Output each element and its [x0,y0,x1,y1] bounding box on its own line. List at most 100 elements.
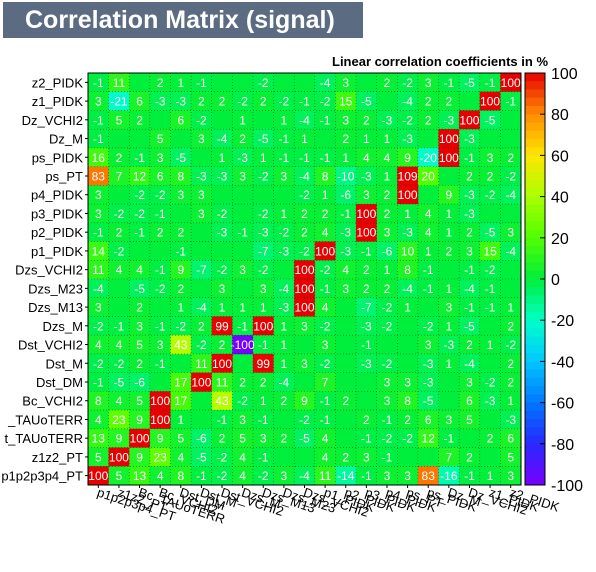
heatmap-cell [314,316,336,336]
heatmap-cell [500,316,522,336]
colorbar-band [525,435,545,445]
cell-value: 8 [177,170,184,184]
colorbar-band [525,213,545,222]
cell-value: -7 [258,244,269,258]
heatmap-cell [314,185,336,205]
cell-value: -3 [382,113,393,127]
cell-value: 100 [212,357,232,371]
heatmap-cell [129,353,151,373]
heatmap-cell [376,447,398,467]
cell-value: -2 [320,319,331,333]
heatmap-cell [129,166,151,186]
cell-value: 2 [507,357,514,371]
heatmap-cell [500,466,522,486]
heatmap-cell [170,466,192,486]
colorbar-band [525,163,545,173]
heatmap-cell [149,166,171,186]
cell-value: 1 [404,207,411,221]
colorbar-band [525,460,545,469]
cell-value: 8 [322,170,329,184]
heatmap-cell [459,316,481,336]
cell-value: 2 [322,207,329,221]
heatmap-cell [170,335,192,355]
heatmap-cell [356,147,377,167]
cell-value: 4 [116,338,123,352]
cell-value: 3 [466,376,473,390]
heatmap-cell [108,391,130,411]
heatmap-cell [438,110,460,130]
heatmap-cell [252,222,274,242]
heatmap-cell [273,241,295,261]
cell-value: 3 [384,376,391,390]
cell-value: 100 [253,319,273,333]
colorbar-tick-label: 40 [551,190,569,207]
heatmap-cell [273,466,295,486]
cell-value: 6 [177,113,184,127]
heatmap-cell [459,372,481,392]
heatmap-cell [376,166,398,186]
cell-value: -1 [464,469,475,483]
heatmap-cell [500,297,522,317]
cell-value: 2 [219,338,226,352]
heatmap-cell [252,241,274,261]
heatmap-cell [170,166,192,186]
heatmap-cell [459,185,481,205]
cell-value: 5 [116,113,123,127]
cell-value: 3 [281,170,288,184]
cell-value: 6 [507,432,514,446]
heatmap-grid [88,73,521,485]
cell-value: 3 [281,469,288,483]
y-tick-label: ps_PT [45,169,83,184]
heatmap-cell [211,335,233,355]
heatmap-cell [191,91,213,111]
cell-value: -5 [114,376,125,390]
cell-value: -2 [320,95,331,109]
cell-value: -3 [485,394,496,408]
cell-value: 3 [198,132,205,146]
cell-value: -4 [464,357,475,371]
cell-value: 1 [219,301,226,315]
heatmap-cell [232,110,254,130]
heatmap-cell [232,260,254,280]
y-tick-label: Bc_VCHI2 [22,394,83,409]
cell-value: -2 [505,338,516,352]
colorbar-tick-label: 0 [551,272,560,289]
heatmap-cell [417,428,439,448]
heatmap-cell [191,335,213,355]
heatmap-cell [314,353,336,373]
cell-value: -1 [134,226,145,240]
heatmap-cell [170,372,192,392]
heatmap-cell [294,428,316,448]
cell-value: 5 [136,394,143,408]
heatmap-cell [108,147,130,167]
heatmap-cell [149,147,171,167]
heatmap-cell [376,316,398,336]
heatmap-cell [459,447,481,467]
heatmap-cell [294,91,316,111]
heatmap-cell [211,129,233,149]
heatmap-cell [438,447,460,467]
heatmap-cell [170,428,192,448]
heatmap-cell [314,204,336,224]
heatmap-cell [438,316,460,336]
heatmap-cell [459,166,481,186]
heatmap-cell [459,129,481,149]
cell-value: 100 [439,151,459,165]
heatmap-cell [417,410,439,430]
cell-value: 1 [445,319,452,333]
cell-value: 100 [501,76,521,90]
cell-value: -1 [155,319,166,333]
cell-value: 3 [239,263,246,277]
cell-value: -2 [196,338,207,352]
heatmap-cell [459,353,481,373]
heatmap-cell [211,222,233,242]
heatmap-cell [252,316,274,336]
cell-value: 3 [95,95,102,109]
heatmap-cell [376,129,398,149]
cell-value: 7 [322,376,329,390]
cell-value: -2 [485,263,496,277]
cell-value: -2 [320,263,331,277]
page-title: Correlation Matrix (signal) [25,6,335,34]
cell-value: -4 [299,113,310,127]
cell-value: -1 [196,469,207,483]
